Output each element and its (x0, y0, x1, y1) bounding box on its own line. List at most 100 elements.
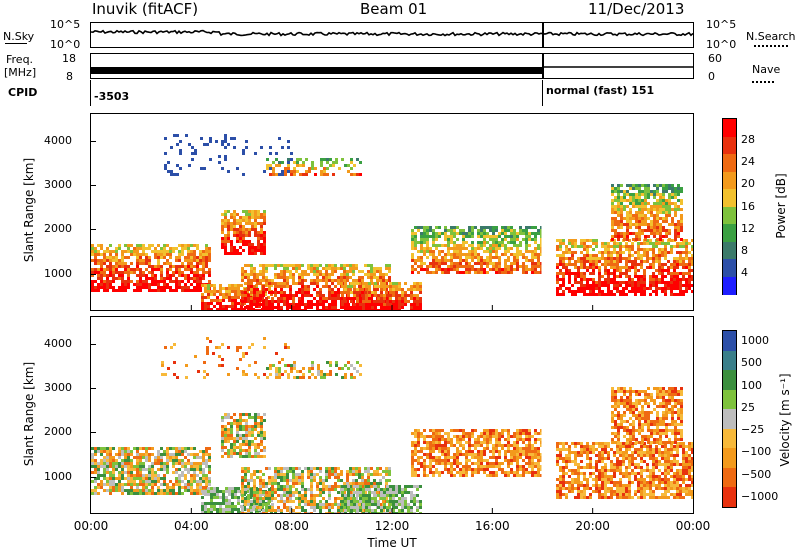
heatmap-cell (641, 232, 644, 235)
heatmap-cell (379, 297, 382, 300)
heatmap-cell (438, 438, 441, 441)
heatmap-cell (278, 137, 281, 140)
heatmap-cell (253, 297, 256, 300)
heatmap-cell (230, 249, 233, 252)
heatmap-cell (322, 294, 325, 297)
heatmap-cell (426, 232, 429, 235)
heatmap-cell (411, 465, 414, 468)
heatmap-cell (109, 480, 112, 483)
heatmap-cell (410, 291, 413, 294)
heatmap-cell (316, 494, 319, 497)
heatmap-cell (227, 234, 230, 237)
heatmap-cell (224, 431, 227, 434)
heatmap-cell (313, 467, 316, 470)
heatmap-cell (344, 500, 347, 503)
heatmap-cell (489, 262, 492, 265)
heatmap-cell (323, 167, 326, 170)
heatmap-cell (91, 459, 94, 462)
heatmap-cell (634, 287, 637, 290)
heatmap-cell (462, 229, 465, 232)
heatmap-cell (109, 244, 112, 247)
heatmap-cell (243, 302, 246, 305)
heatmap-cell (631, 281, 634, 284)
heatmap-cell (619, 290, 622, 293)
heatmap-cell (617, 190, 620, 193)
heatmap-cell (668, 196, 671, 199)
heatmap-cell (142, 474, 145, 477)
nave-legend-line (752, 81, 774, 83)
heatmap-cell (227, 219, 230, 222)
heatmap-cell (510, 241, 513, 244)
heatmap-cell (193, 477, 196, 480)
heatmap-cell (237, 508, 240, 511)
heatmap-cell (423, 462, 426, 465)
heatmap-cell (236, 428, 239, 431)
heatmap-cell (244, 491, 247, 494)
heatmap-cell (556, 239, 559, 242)
heatmap-cell (653, 202, 656, 205)
heatmap-cell (280, 300, 283, 303)
heatmap-cell (308, 376, 311, 379)
heatmap-cell (187, 277, 190, 280)
heatmap-cell (283, 279, 286, 282)
heatmap-cell (256, 288, 259, 291)
heatmap-cell (188, 164, 191, 167)
heatmap-cell (607, 242, 610, 245)
heatmap-cell (274, 300, 277, 303)
heatmap-cell (504, 244, 507, 247)
heatmap-cell (480, 235, 483, 238)
heatmap-cell (362, 488, 365, 491)
heatmap-cell (301, 303, 304, 306)
heatmap-cell (411, 238, 414, 241)
heatmap-cell (242, 216, 245, 219)
heatmap-cell (193, 456, 196, 459)
heatmap-cell (319, 270, 322, 273)
heatmap-cell (245, 437, 248, 440)
heatmap-cell (216, 299, 219, 302)
heatmap-cell (205, 453, 208, 456)
heatmap-cell (213, 508, 216, 511)
heatmap-cell (435, 429, 438, 432)
heatmap-cell (227, 428, 230, 431)
heatmap-cell (468, 244, 471, 247)
heatmap-cell (196, 262, 199, 265)
heatmap-cell (510, 226, 513, 229)
heatmap-cell (350, 309, 353, 310)
heatmap-cell (187, 462, 190, 465)
heatmap-cell (447, 253, 450, 256)
heatmap-cell (307, 470, 310, 473)
heatmap-cell (244, 276, 247, 279)
heatmap-cell (389, 503, 392, 506)
heatmap-cell (652, 290, 655, 293)
heatmap-cell (691, 245, 693, 248)
heatmap-cell (121, 459, 124, 462)
heatmap-cell (598, 293, 601, 296)
heatmap-cell (274, 488, 277, 491)
heatmap-cell (367, 273, 370, 276)
heatmap-cell (647, 229, 650, 232)
heatmap-cell (248, 213, 251, 216)
heatmap-cell (620, 199, 623, 202)
heatmap-cell (213, 493, 216, 496)
heatmap-cell (646, 239, 649, 242)
heatmap-cell (417, 444, 420, 447)
heatmap-cell (109, 253, 112, 256)
heatmap-cell (106, 289, 109, 292)
heatmap-cell (304, 291, 307, 294)
heatmap-cell (231, 502, 234, 505)
heatmap-cell (661, 251, 664, 254)
heatmap-cell (325, 479, 328, 482)
heatmap-cell (236, 437, 239, 440)
heatmap-cell (94, 459, 97, 462)
heatmap-cell (145, 247, 148, 250)
heatmap-cell (380, 512, 383, 513)
heatmap-cell (219, 305, 222, 308)
heatmap-cell (280, 291, 283, 294)
heatmap-cell (184, 268, 187, 271)
heatmap-cell (598, 281, 601, 284)
heatmap-cell (242, 437, 245, 440)
heatmap-cell (322, 479, 325, 482)
heatmap-cell (401, 506, 404, 509)
heatmap-cell (441, 262, 444, 265)
heatmap-cell (413, 282, 416, 285)
